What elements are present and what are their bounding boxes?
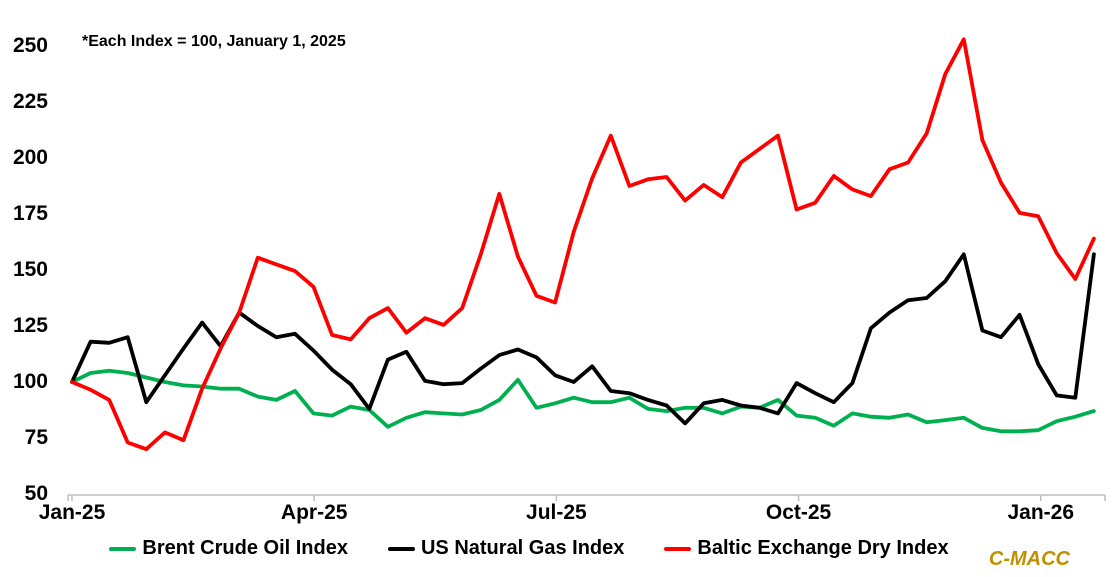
legend-swatch-baltic: [664, 546, 692, 551]
legend-label-brent: Brent Crude Oil Index: [142, 537, 348, 559]
y-axis-tick-label: 175: [12, 202, 48, 225]
y-axis-tick-label: 200: [12, 146, 48, 169]
legend-swatch-natural-gas: [387, 546, 415, 551]
x-axis-tick-label: Jan-26: [1007, 501, 1075, 524]
y-axis-tick-label: 225: [12, 90, 48, 113]
y-axis-tick-label: 50: [24, 482, 48, 505]
y-axis-tick-label: 250: [12, 34, 48, 57]
series-line-brent: [70, 368, 1096, 434]
legend-label-natural-gas: US Natural Gas Index: [420, 537, 625, 559]
series-line-natural-gas: [70, 252, 1096, 426]
chart-annotation: *Each Index = 100, January 1, 2025: [82, 33, 346, 50]
x-axis-tick-label: Jan-25: [38, 501, 106, 524]
x-axis-tick-label: Apr-25: [280, 501, 348, 524]
x-axis-tick-label: Jul-25: [526, 501, 587, 524]
legend-label-baltic: Baltic Exchange Dry Index: [697, 537, 949, 559]
y-axis-tick-label: 75: [24, 426, 48, 449]
legend-swatch-brent: [109, 546, 137, 551]
x-axis-tick-label: Oct-25: [765, 501, 832, 524]
legend-item-brent: Brent Crude Oil Index: [109, 537, 348, 560]
watermark-cmacc: C-MACC: [988, 548, 1070, 570]
legend: Brent Crude Oil Index US Natural Gas Ind…: [0, 537, 1058, 560]
y-axis-tick-label: 150: [12, 258, 48, 281]
y-axis-tick-label: 125: [12, 314, 48, 337]
legend-item-natural-gas: US Natural Gas Index: [387, 537, 625, 560]
y-axis-tick-label: 100: [12, 370, 48, 393]
series-line-baltic: [70, 37, 1096, 452]
legend-item-baltic: Baltic Exchange Dry Index: [664, 537, 949, 560]
